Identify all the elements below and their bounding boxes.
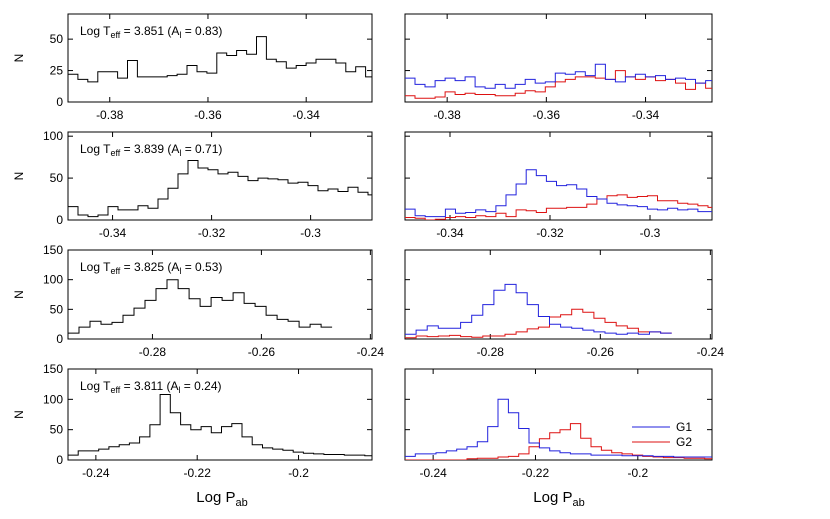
panel-4-right-g2-histogram xyxy=(405,423,712,460)
panel-3-right-frame xyxy=(404,249,713,340)
panel-2-left-xtick-label: -0.3 xyxy=(300,226,321,240)
panel-1-left-annotation: Log Teff = 3.851 (Al = 0.83) xyxy=(80,24,222,40)
legend: G1 G2 xyxy=(632,420,692,449)
panel-1-right-xtick-label: -0.38 xyxy=(433,108,461,122)
panel-3-left-annotation: Log Teff = 3.825 (Al = 0.53) xyxy=(80,260,222,276)
panel-4-right-xtick-label: -0.22 xyxy=(522,466,550,480)
panel-2-left-frame xyxy=(67,131,373,221)
panel-2-right-xtick-label: -0.34 xyxy=(436,226,464,240)
panel-1-right-g1-histogram xyxy=(405,63,712,89)
panel-1-left-ytick-label: 25 xyxy=(50,64,64,78)
panel-3-right-xtick-label: -0.24 xyxy=(697,345,725,359)
panel-1-left-xtick-label: -0.38 xyxy=(96,108,124,122)
panel-3-left-ytick-label: 100 xyxy=(43,273,63,287)
panel-3-left-ytick-label: 0 xyxy=(56,332,63,346)
panel-1-left-xtick-label: -0.34 xyxy=(293,108,321,122)
right-xlabel: Log Pab xyxy=(533,489,584,509)
panel-2-right-g1-histogram xyxy=(405,169,712,218)
panel-3-right-xtick-label: -0.28 xyxy=(477,345,505,359)
panel-1-left-frame xyxy=(67,13,373,103)
panel-1-left-xtick-label: -0.36 xyxy=(194,108,222,122)
panel-4-left-annotation: Log Teff = 3.811 (Al = 0.24) xyxy=(80,379,222,395)
panel-3-left-xtick-label: -0.26 xyxy=(248,345,276,359)
panel-4-left-xtick-label: -0.22 xyxy=(184,466,212,480)
panel-2-left-annotation: Log Teff = 3.839 (Al = 0.71) xyxy=(80,142,222,158)
panel-4-right-xtick-label: -0.24 xyxy=(419,466,447,480)
panels-layer: -0.38 -0.36 -0.34 0 25 50 N Log Teff = 3.851 (A… xyxy=(12,13,725,480)
panel-2-right: -0.34 -0.32 -0.3 xyxy=(404,131,713,240)
panel-4-left-ytick-label: 0 xyxy=(56,453,63,467)
panel-3-left-xtick-label: -0.24 xyxy=(357,345,385,359)
panel-3-right-g1-histogram xyxy=(405,283,672,335)
panel-2-left-xtick-label: -0.34 xyxy=(99,226,127,240)
panel-2-right-frame xyxy=(404,131,713,221)
panel-3-left-frame xyxy=(67,249,373,340)
panel-2-left-ytick-label: 0 xyxy=(56,213,63,227)
panel-3-left-xtick-label: -0.28 xyxy=(139,345,167,359)
panel-4-left-frame xyxy=(67,368,373,461)
panel-4-left-ylabel: N xyxy=(12,410,26,419)
panel-1-left-all-histogram xyxy=(68,36,372,83)
panel-4-left-ytick-label: 100 xyxy=(43,392,63,406)
panel-2-left-ytick-label: 50 xyxy=(50,171,64,185)
panel-1-right-xtick-label: -0.36 xyxy=(533,108,561,122)
panel-1-right: -0.38 -0.36 -0.34 xyxy=(404,13,713,122)
panel-4-right: -0.24 -0.22 -0.2 xyxy=(404,368,713,480)
panel-2-left-ytick-label: 100 xyxy=(43,129,63,143)
panel-3-right: -0.28 -0.26 -0.24 xyxy=(404,249,725,359)
panel-1-left: -0.38 -0.36 -0.34 0 25 50 N Log Teff = 3.851 (A… xyxy=(12,13,373,122)
panel-2-left-all-histogram xyxy=(68,160,372,218)
panel-2-right-xtick-label: -0.32 xyxy=(536,226,564,240)
panel-1-left-ytick-label: 0 xyxy=(56,95,63,109)
panel-1-right-frame xyxy=(404,13,713,103)
panel-3-right-g2-histogram xyxy=(405,308,672,339)
panel-3-right-xtick-label: -0.26 xyxy=(587,345,615,359)
panel-1-right-xtick-label: -0.34 xyxy=(632,108,660,122)
panel-1-left-ytick-label: 50 xyxy=(50,32,64,46)
panel-2-left: -0.34 -0.32 -0.3 0 50 100 N Log Teff = 3.839 (A… xyxy=(12,129,373,240)
panel-4-left-ytick-label: 50 xyxy=(50,423,64,437)
panel-2-right-g2-histogram xyxy=(405,194,712,220)
legend-g2-label: G2 xyxy=(676,435,692,449)
panel-3-left: -0.28 -0.26 -0.24 0 50 100 150 N Log Teff = 3.82… xyxy=(12,243,384,359)
panel-4-left: -0.24 -0.22 -0.2 0 50 100 150 N Log Teff = 3.811… xyxy=(12,362,373,480)
panel-4-right-g1-histogram xyxy=(405,398,712,458)
panel-2-left-xtick-label: -0.32 xyxy=(198,226,226,240)
panel-2-left-ylabel: N xyxy=(12,172,26,181)
panel-3-left-ytick-label: 50 xyxy=(50,302,64,316)
panel-2-right-xtick-label: -0.3 xyxy=(640,226,661,240)
panel-4-left-ytick-label: 150 xyxy=(43,362,63,376)
panel-3-left-ylabel: N xyxy=(12,290,26,299)
panel-4-right-frame xyxy=(404,368,713,461)
panel-3-left-all-histogram xyxy=(68,279,333,334)
panel-3-left-ytick-label: 150 xyxy=(43,243,63,257)
panel-1-left-ylabel: N xyxy=(12,54,26,63)
panel-4-left-xtick-label: -0.2 xyxy=(288,466,309,480)
panel-4-right-xtick-label: -0.2 xyxy=(627,466,648,480)
panel-4-left-all-histogram xyxy=(68,394,372,457)
left-xlabel: Log Pab xyxy=(196,489,247,509)
legend-g1-label: G1 xyxy=(676,420,692,434)
panel-4-left-xtick-label: -0.24 xyxy=(82,466,110,480)
panel-1-right-g2-histogram xyxy=(405,70,712,99)
